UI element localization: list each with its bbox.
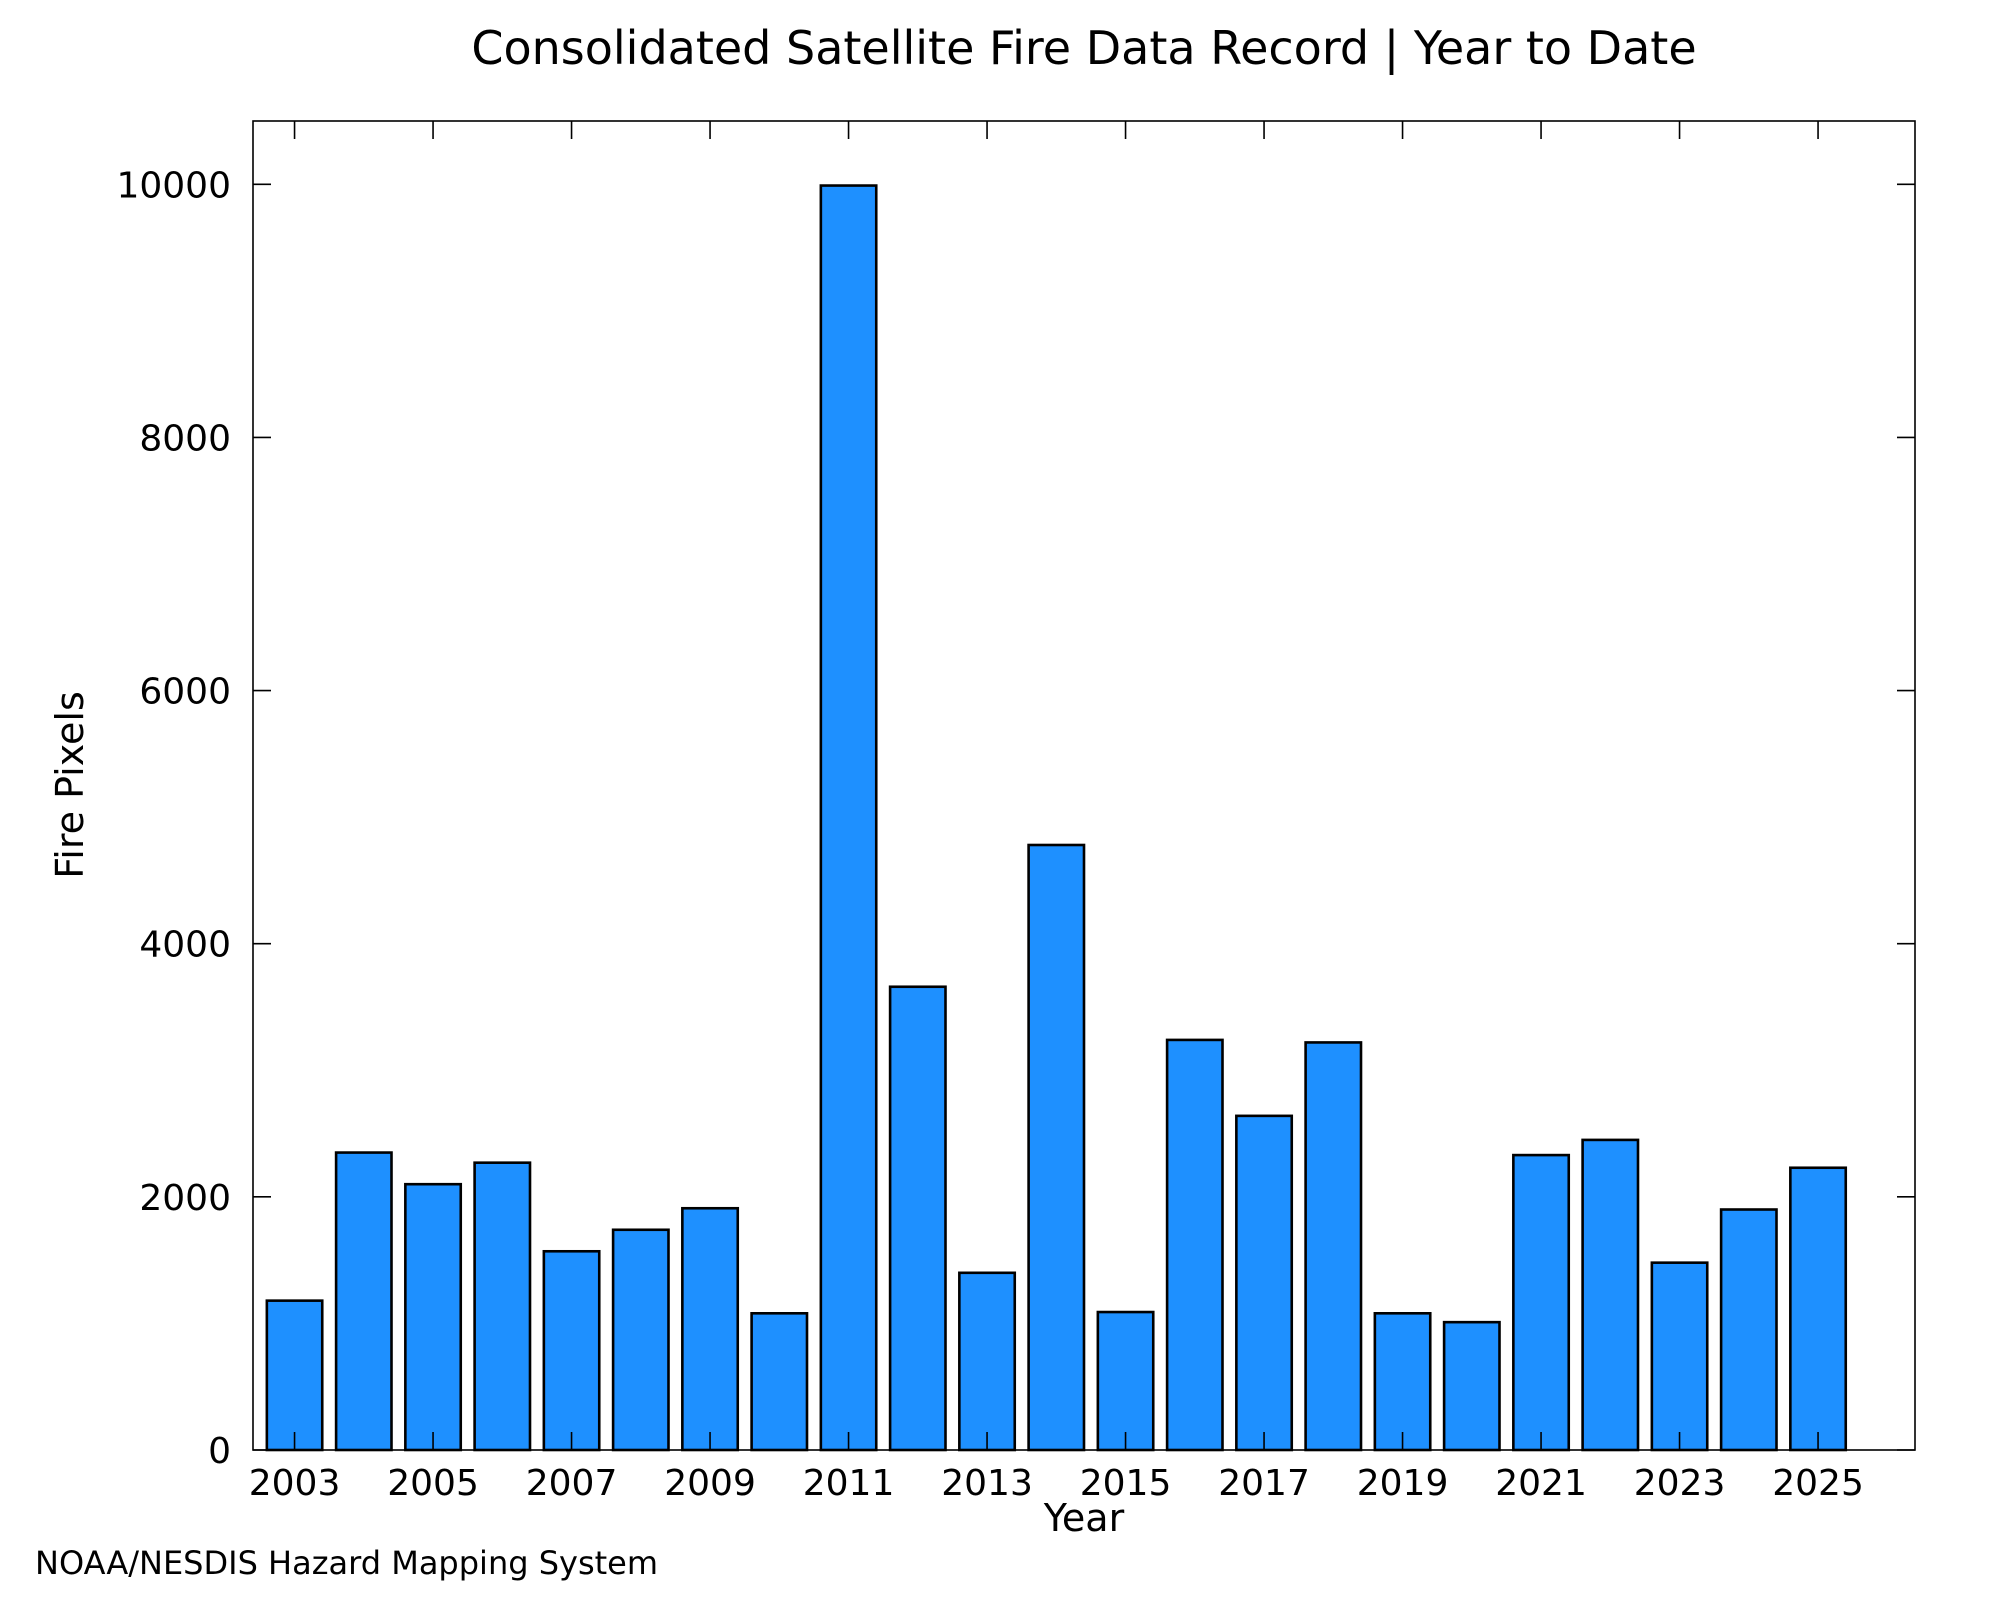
chart-title: Consolidated Satellite Fire Data Record … [471, 21, 1696, 76]
x-tick-label-2009: 2009 [664, 1463, 756, 1504]
x-tick-label-2015: 2015 [1080, 1463, 1172, 1504]
credit-text: NOAA/NESDIS Hazard Mapping System [35, 1544, 658, 1582]
bar-2009 [681, 1206, 740, 1452]
bar-2020 [1442, 1320, 1501, 1452]
y-axis-label: Fire Pixels [48, 691, 92, 879]
y-tick-label-8000: 8000 [139, 418, 231, 459]
bar-2010 [750, 1312, 809, 1452]
bar-2003 [265, 1299, 324, 1452]
x-axis-label: Year [1043, 1496, 1125, 1540]
x-tick-label-2021: 2021 [1495, 1463, 1587, 1504]
bar-2012 [888, 985, 947, 1452]
bar-2025 [1789, 1166, 1848, 1452]
bar-2019 [1373, 1312, 1432, 1452]
x-tick-label-2005: 2005 [387, 1463, 479, 1504]
x-tick-label-2023: 2023 [1634, 1463, 1726, 1504]
bar-2005 [404, 1182, 463, 1452]
bar-2017 [1235, 1114, 1294, 1452]
bar-2021 [1512, 1153, 1571, 1452]
x-tick-label-2017: 2017 [1218, 1463, 1310, 1504]
bar-2011 [819, 184, 878, 1452]
bar-2022 [1581, 1138, 1640, 1452]
bar-2014 [1027, 843, 1086, 1452]
bar-2024 [1719, 1208, 1778, 1452]
bar-2015 [1096, 1310, 1155, 1452]
bar-2023 [1650, 1261, 1709, 1452]
x-tick-label-2003: 2003 [249, 1463, 341, 1504]
x-tick-label-2013: 2013 [941, 1463, 1033, 1504]
bars-layer [265, 184, 1848, 1452]
bar-2018 [1304, 1041, 1363, 1452]
x-tick-label-2011: 2011 [803, 1463, 895, 1504]
x-tick-label-2019: 2019 [1357, 1463, 1449, 1504]
bar-2004 [334, 1151, 393, 1452]
y-tick-label-0: 0 [208, 1431, 231, 1472]
y-tick-label-2000: 2000 [139, 1178, 231, 1219]
ticks-layer: 2003 2005 2007 2009 2011 2013 2015 2017 2019 2021… [116, 121, 1915, 1504]
bar-2006 [473, 1161, 532, 1452]
x-tick-label-2025: 2025 [1772, 1463, 1864, 1504]
bar-2013 [958, 1271, 1017, 1452]
y-tick-label-4000: 4000 [139, 925, 231, 966]
bar-2007 [542, 1249, 601, 1452]
y-tick-label-6000: 6000 [139, 672, 231, 713]
y-tick-label-10000: 10000 [116, 165, 231, 206]
x-tick-label-2007: 2007 [526, 1463, 618, 1504]
plot-frame [252, 120, 1916, 1451]
bar-2008 [611, 1228, 670, 1452]
bar-2016 [1165, 1038, 1224, 1452]
